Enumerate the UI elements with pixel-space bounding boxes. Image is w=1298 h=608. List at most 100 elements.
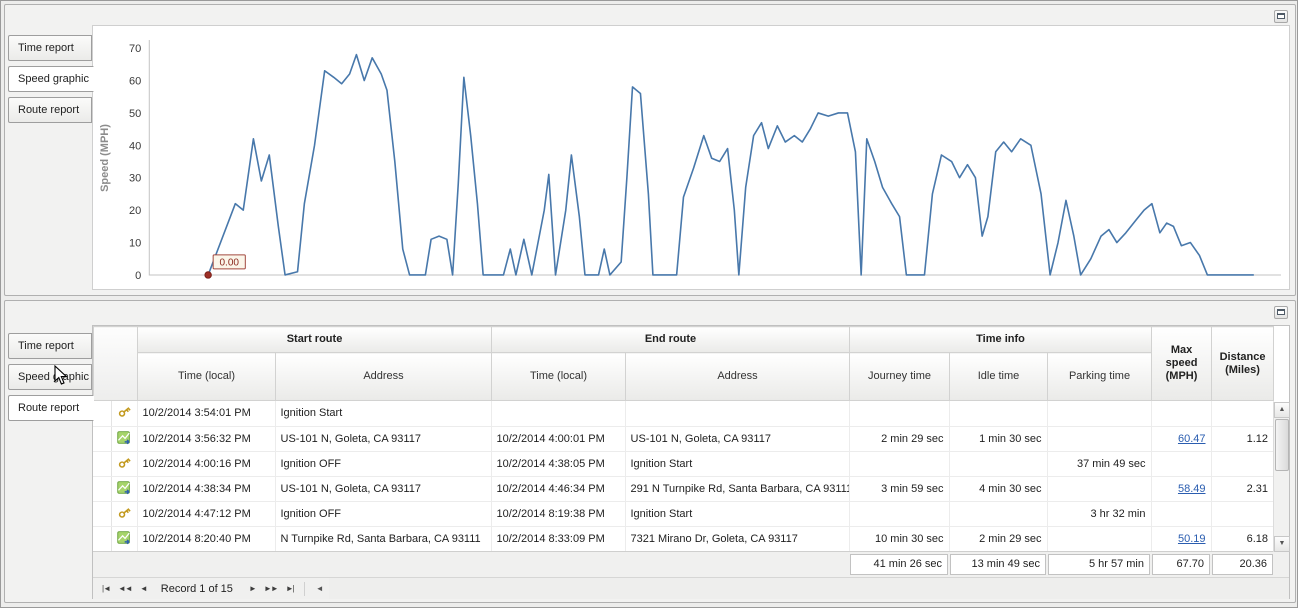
column-header-parking-time[interactable]: Parking time bbox=[1046, 352, 1153, 401]
max-speed-link[interactable]: 58.49 bbox=[1177, 482, 1206, 495]
mouse-cursor bbox=[54, 365, 68, 385]
column-header-end-address[interactable]: Address bbox=[625, 352, 850, 401]
y-axis-label-wrap: Speed (MPH) bbox=[93, 26, 117, 289]
route-icon bbox=[111, 526, 138, 551]
table-row[interactable]: 10/2/2014 4:00:16 PM Ignition OFF 10/2/201… bbox=[93, 451, 1274, 477]
start-time-cell: 10/2/2014 4:00:16 PM bbox=[137, 451, 276, 477]
summary-distance: 20.36 bbox=[1212, 554, 1273, 575]
end-time-cell bbox=[491, 401, 626, 427]
table-row[interactable]: 10/2/2014 8:20:40 PM N Turnpike Rd, Santa… bbox=[93, 526, 1274, 551]
end-time-cell: 10/2/2014 4:00:01 PM bbox=[491, 426, 626, 452]
vertical-scrollbar[interactable]: ▲ ▼ bbox=[1273, 402, 1290, 552]
tab-route-report[interactable]: Route report bbox=[8, 97, 92, 123]
navigator-separator bbox=[303, 581, 305, 596]
speed-graphic-panel: Time report Speed graphic Route report S… bbox=[4, 4, 1296, 296]
max-speed-link[interactable]: 60.47 bbox=[1177, 432, 1206, 445]
tab-route-report[interactable]: Route report bbox=[8, 395, 94, 421]
tab-speed-graphic[interactable]: Speed graphic bbox=[8, 66, 94, 92]
row-indicator-cell bbox=[93, 476, 112, 502]
last-record-button[interactable]: ►| bbox=[285, 583, 295, 593]
next-page-button[interactable]: ►► bbox=[263, 583, 279, 593]
end-address-cell: US-101 N, Goleta, CA 93117 bbox=[625, 426, 850, 452]
start-time-cell: 10/2/2014 4:47:12 PM bbox=[137, 501, 276, 527]
summary-idle-time: 13 min 49 sec bbox=[950, 554, 1046, 575]
max-speed-cell: 58.49 bbox=[1151, 476, 1212, 502]
parking-time-cell bbox=[1047, 476, 1152, 502]
summary-row: 41 min 26 sec 13 min 49 sec 5 hr 57 min … bbox=[93, 551, 1289, 577]
column-header-max-speed[interactable]: Max speed (MPH) bbox=[1151, 326, 1213, 401]
collapse-bottom-panel-button[interactable] bbox=[1274, 306, 1288, 319]
table-row[interactable]: 10/2/2014 3:56:32 PM US-101 N, Goleta, CA… bbox=[93, 426, 1274, 452]
max-speed-cell: 60.47 bbox=[1151, 426, 1212, 452]
tab-speed-graphic[interactable]: Speed graphic bbox=[8, 364, 92, 390]
start-address-cell: Ignition OFF bbox=[275, 451, 492, 477]
start-address-cell: Ignition Start bbox=[275, 401, 492, 427]
start-point-marker bbox=[204, 271, 212, 279]
next-record-button[interactable]: ► bbox=[248, 583, 257, 593]
table-row[interactable]: 10/2/2014 4:38:34 PM US-101 N, Goleta, CA… bbox=[93, 476, 1274, 502]
idle-time-cell: 4 min 30 sec bbox=[949, 476, 1048, 502]
end-time-cell: 10/2/2014 4:38:05 PM bbox=[491, 451, 626, 477]
column-header-journey-time[interactable]: Journey time bbox=[849, 352, 950, 401]
journey-time-cell: 10 min 30 sec bbox=[849, 526, 950, 551]
y-axis-label: Speed (MPH) bbox=[99, 123, 111, 192]
column-header-distance[interactable]: Distance (Miles) bbox=[1211, 326, 1274, 401]
table-row[interactable]: 10/2/2014 3:54:01 PM Ignition Start bbox=[93, 401, 1274, 427]
annotation-box bbox=[212, 254, 246, 270]
end-address-cell: Ignition Start bbox=[625, 451, 850, 477]
journey-time-cell: 3 min 59 sec bbox=[849, 476, 950, 502]
end-address-cell: Ignition Start bbox=[625, 501, 850, 527]
distance-cell bbox=[1211, 401, 1274, 427]
journey-time-cell bbox=[849, 451, 950, 477]
start-time-cell: 10/2/2014 3:56:32 PM bbox=[137, 426, 276, 452]
annotation-text: 0.00 bbox=[219, 257, 239, 268]
prev-record-button[interactable]: ◄ bbox=[139, 583, 148, 593]
end-address-cell bbox=[625, 401, 850, 427]
top-tab-strip: Time report Speed graphic Route report bbox=[8, 35, 94, 128]
column-header-idle-time[interactable]: Idle time bbox=[949, 352, 1048, 401]
first-record-button[interactable]: |◄ bbox=[102, 583, 111, 593]
scroll-down-button[interactable]: ▼ bbox=[1274, 536, 1290, 552]
row-indicator-cell bbox=[93, 426, 112, 452]
collapse-top-panel-button[interactable] bbox=[1274, 10, 1288, 23]
column-header-end-time[interactable]: Time (local) bbox=[491, 352, 626, 401]
y-tick-label: 0 bbox=[135, 270, 141, 282]
speed-series-line bbox=[207, 53, 1254, 276]
journey-time-cell bbox=[849, 401, 950, 427]
key-icon bbox=[111, 451, 138, 477]
column-header-start-address[interactable]: Address bbox=[275, 352, 492, 401]
prev-page-button[interactable]: ◄◄ bbox=[118, 583, 133, 593]
hscroll-left-button[interactable]: ◄ bbox=[315, 584, 324, 593]
max-speed-cell bbox=[1151, 401, 1212, 427]
max-speed-cell bbox=[1151, 501, 1212, 527]
group-header-time-info[interactable]: Time info bbox=[848, 326, 1153, 353]
journey-time-cell: 2 min 29 sec bbox=[849, 426, 950, 452]
distance-cell: 2.31 bbox=[1211, 476, 1274, 502]
route-icon bbox=[111, 476, 138, 502]
end-address-cell: 291 N Turnpike Rd, Santa Barbara, CA 931… bbox=[625, 476, 850, 502]
tab-time-report[interactable]: Time report bbox=[8, 35, 92, 61]
route-grid: Start route End route Time info Max spee… bbox=[92, 325, 1290, 599]
table-row[interactable]: 10/2/2014 4:47:12 PM Ignition OFF 10/2/201… bbox=[93, 501, 1274, 527]
row-indicator-cell bbox=[93, 451, 112, 477]
summary-journey-time: 41 min 26 sec bbox=[850, 554, 948, 575]
max-speed-link[interactable]: 50.19 bbox=[1177, 532, 1206, 545]
header-blank-cell bbox=[93, 326, 138, 401]
row-indicator-cell bbox=[93, 526, 112, 551]
record-count-label: Record 1 of 15 bbox=[160, 582, 233, 595]
parking-time-cell: 3 hr 32 min bbox=[1047, 501, 1152, 527]
scroll-up-button[interactable]: ▲ bbox=[1274, 402, 1290, 418]
horizontal-scrollbar-track[interactable] bbox=[328, 578, 1289, 599]
collapse-icon bbox=[1277, 13, 1285, 19]
tab-time-report[interactable]: Time report bbox=[8, 333, 92, 359]
group-header-end-route[interactable]: End route bbox=[491, 326, 850, 353]
route-report-panel: Time report Speed graphic Route report S… bbox=[4, 300, 1296, 603]
idle-time-cell bbox=[949, 401, 1048, 427]
scrollbar-thumb[interactable] bbox=[1275, 419, 1289, 471]
key-icon bbox=[111, 501, 138, 527]
group-header-start-route[interactable]: Start route bbox=[137, 326, 492, 353]
start-address-cell: US-101 N, Goleta, CA 93117 bbox=[275, 426, 492, 452]
row-indicator-cell bbox=[93, 501, 112, 527]
max-speed-cell: 50.19 bbox=[1151, 526, 1212, 551]
column-header-start-time[interactable]: Time (local) bbox=[137, 352, 276, 401]
